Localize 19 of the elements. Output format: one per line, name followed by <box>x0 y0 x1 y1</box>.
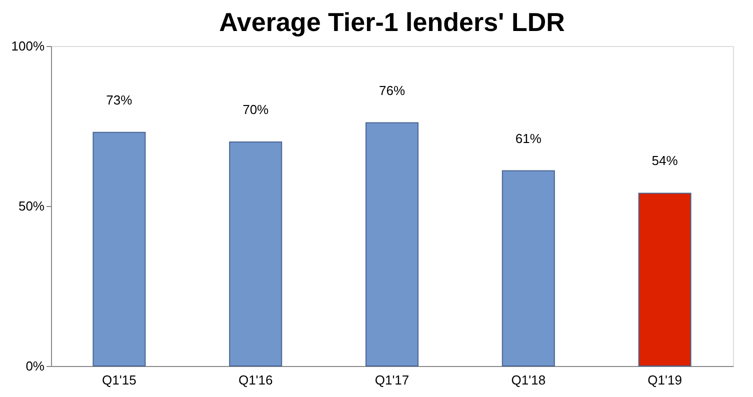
y-tick-label: 0% <box>26 358 45 374</box>
x-tick-label: Q1'18 <box>511 372 546 388</box>
data-label: 61% <box>515 130 542 146</box>
data-label: 70% <box>242 102 270 117</box>
bar <box>92 132 146 366</box>
x-tick-label: Q1'15 <box>102 372 136 388</box>
y-tick-label: 50% <box>18 198 45 214</box>
x-tick-label: Q1'17 <box>374 372 410 388</box>
bar <box>366 122 418 366</box>
data-label: 54% <box>652 153 678 168</box>
x-tick-label: Q1'16 <box>238 372 273 388</box>
bar <box>229 142 282 366</box>
y-tick-label: 100% <box>11 38 45 54</box>
data-label: 76% <box>378 82 406 98</box>
bar <box>638 192 692 366</box>
bar <box>502 170 555 366</box>
data-label: 73% <box>106 92 133 108</box>
chart-title: Average Tier-1 lenders' LDR <box>219 7 566 37</box>
x-tick-label: Q1'19 <box>648 372 682 388</box>
